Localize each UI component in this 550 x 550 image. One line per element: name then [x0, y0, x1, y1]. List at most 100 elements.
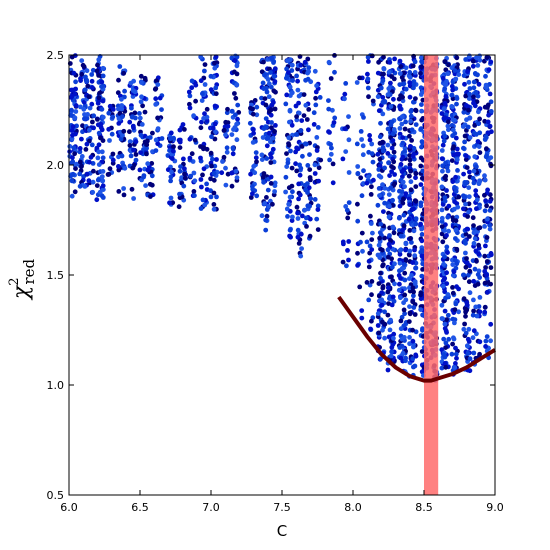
scatter-point — [209, 163, 214, 169]
scatter-point — [284, 151, 289, 157]
scatter-point — [407, 341, 412, 347]
scatter-point — [345, 248, 350, 253]
scatter-point — [330, 180, 336, 186]
scatter-point — [261, 171, 267, 176]
scatter-point — [467, 290, 473, 296]
scatter-point — [461, 206, 466, 212]
scatter-point — [107, 166, 113, 172]
scatter-point — [355, 218, 361, 224]
scatter-point — [119, 106, 125, 112]
scatter-point — [397, 125, 403, 131]
scatter-point — [86, 94, 92, 100]
scatter-point — [326, 59, 332, 65]
scatter-point — [453, 361, 458, 366]
scatter-point — [133, 139, 139, 145]
scatter-point — [440, 163, 445, 169]
scatter-point — [466, 79, 472, 85]
scatter-point — [332, 69, 337, 75]
scatter-point — [441, 138, 447, 144]
scatter-point — [390, 197, 395, 203]
scatter-point — [357, 75, 362, 81]
scatter-point — [299, 144, 305, 149]
scatter-point — [290, 214, 295, 220]
scatter-point — [453, 188, 459, 194]
scatter-point — [286, 141, 291, 147]
scatter-point — [462, 81, 467, 87]
scatter-point — [259, 152, 265, 158]
scatter-point — [155, 115, 161, 121]
scatter-point — [343, 149, 349, 155]
scatter-point — [259, 69, 265, 75]
scatter-point — [192, 178, 198, 184]
scatter-point — [159, 136, 165, 141]
scatter-point — [454, 146, 460, 152]
scatter-point — [346, 200, 352, 206]
scatter-point — [198, 206, 204, 211]
scatter-point — [118, 136, 124, 142]
scatter-point — [463, 313, 468, 319]
scatter-point — [290, 189, 295, 195]
scatter-point — [77, 146, 83, 151]
scatter-point — [94, 197, 100, 203]
scatter-point — [272, 66, 278, 72]
scatter-point — [375, 311, 381, 316]
scatter-point — [264, 156, 270, 161]
scatter-point — [472, 103, 478, 109]
scatter-point — [359, 193, 365, 199]
scatter-point — [268, 107, 274, 113]
scatter-point — [119, 103, 125, 108]
x-tick-label: 6.0 — [60, 501, 78, 514]
scatter-point — [391, 230, 397, 236]
scatter-point — [264, 124, 269, 130]
scatter-point — [298, 253, 304, 259]
scatter-point — [396, 215, 402, 221]
scatter-point — [441, 106, 447, 112]
scatter-point — [482, 208, 488, 214]
scatter-point — [470, 175, 476, 181]
scatter-point — [300, 213, 305, 219]
scatter-point — [289, 183, 295, 189]
scatter-point — [465, 124, 471, 130]
scatter-point — [317, 95, 323, 100]
scatter-point — [250, 111, 256, 117]
scatter-point — [91, 113, 97, 119]
scatter-point — [286, 70, 291, 75]
scatter-point — [213, 85, 219, 91]
scatter-point — [70, 159, 76, 165]
scatter-point — [365, 54, 371, 60]
scatter-point — [488, 99, 494, 105]
scatter-point — [234, 175, 240, 181]
scatter-point — [377, 298, 383, 303]
scatter-point — [100, 98, 106, 104]
scatter-point — [287, 84, 293, 90]
scatter-point — [202, 82, 208, 87]
scatter-point — [484, 272, 490, 278]
scatter-point — [382, 185, 388, 191]
scatter-point — [466, 326, 472, 332]
scatter-point — [453, 218, 459, 224]
scatter-point — [453, 301, 459, 307]
scatter-point — [296, 110, 302, 116]
x-tick-label: 7.0 — [202, 501, 220, 514]
scatter-point — [408, 168, 414, 174]
scatter-point — [477, 57, 483, 63]
scatter-point — [407, 144, 413, 149]
scatter-point — [486, 67, 492, 73]
scatter-point — [451, 144, 456, 150]
scatter-point — [471, 350, 477, 356]
scatter-point — [397, 281, 402, 287]
scatter-point — [159, 107, 164, 112]
scatter-point — [476, 109, 481, 115]
scatter-point — [301, 207, 307, 213]
scatter-point — [155, 126, 161, 131]
scatter-point — [212, 60, 217, 66]
scatter-point — [471, 223, 476, 229]
scatter-point — [392, 56, 397, 62]
scatter-point — [264, 89, 270, 95]
scatter-point — [295, 87, 301, 93]
scatter-point — [209, 134, 214, 140]
scatter-point — [407, 70, 413, 75]
scatter-point — [366, 94, 371, 100]
scatter-point — [261, 59, 266, 65]
scatter-point — [444, 317, 449, 323]
